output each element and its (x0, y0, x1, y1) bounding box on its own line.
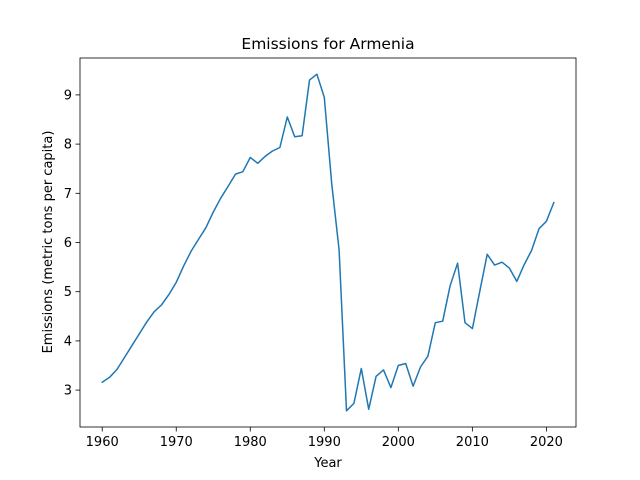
y-axis-title: Emissions (metric tons per capita) (41, 131, 56, 354)
x-tick-label: 1960 (86, 435, 119, 450)
y-tick-label: 6 (64, 236, 72, 251)
x-tick-label: 2010 (456, 435, 489, 450)
y-tick-label: 9 (64, 88, 72, 103)
series-line (101, 73, 555, 412)
y-tick-label: 8 (64, 138, 72, 153)
y-tick-label: 7 (64, 187, 72, 202)
x-axis: 1960 1970 1980 1990 2000 2010 2020 (86, 427, 563, 450)
x-tick-label: 1970 (160, 435, 193, 450)
y-tick-label: 3 (64, 384, 72, 399)
x-tick-label: 1990 (308, 435, 341, 450)
y-tick-label: 5 (64, 285, 72, 300)
y-tick-label: 4 (64, 334, 72, 349)
x-tick-label: 1980 (234, 435, 267, 450)
x-axis-title: Year (313, 456, 342, 471)
x-tick-label: 2000 (382, 435, 415, 450)
y-axis: 3 4 5 6 7 8 9 (64, 88, 80, 399)
x-tick-label: 2020 (530, 435, 563, 450)
chart-title: Emissions for Armenia (241, 35, 414, 53)
